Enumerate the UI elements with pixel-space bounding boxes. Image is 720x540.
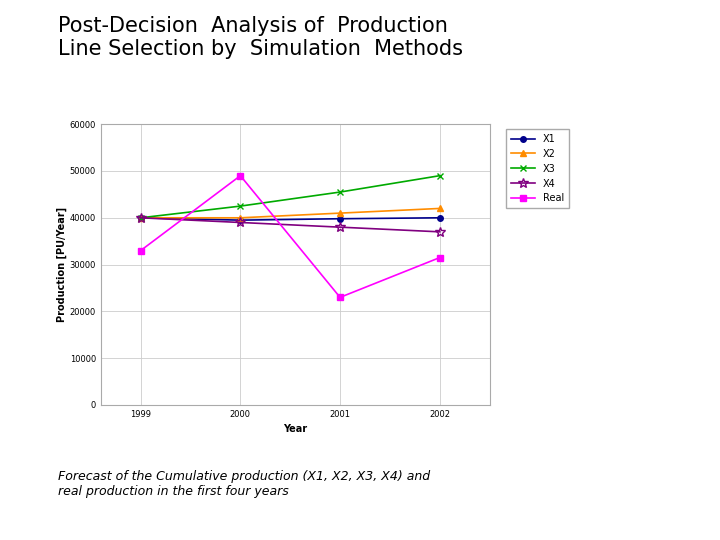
X1: [336, 215, 344, 222]
Line: Real: Real: [138, 172, 444, 301]
X2: [236, 214, 245, 221]
X4: [336, 224, 344, 231]
X2: [436, 205, 444, 212]
Real: [136, 247, 145, 254]
Real: [236, 172, 245, 179]
Legend: X1, X2, X3, X4, Real: X1, X2, X3, X4, Real: [506, 129, 570, 208]
X1: [236, 217, 245, 224]
X3: [336, 189, 344, 195]
X4: [436, 228, 444, 235]
X2: [336, 210, 344, 217]
X1: [136, 214, 145, 221]
X-axis label: Year: Year: [283, 424, 307, 434]
Line: X3: X3: [138, 172, 444, 221]
Line: X4: X4: [136, 213, 445, 237]
Real: [436, 254, 444, 261]
X3: [136, 214, 145, 221]
X2: [136, 214, 145, 221]
Real: [336, 294, 344, 301]
X4: [136, 214, 145, 221]
X3: [436, 172, 444, 179]
X1: [436, 214, 444, 221]
Text: Post-Decision  Analysis of  Production
Line Selection by  Simulation  Methods: Post-Decision Analysis of Production Lin…: [58, 16, 463, 59]
Text: Forecast of the Cumulative production (X1, X2, X3, X4) and
real production in th: Forecast of the Cumulative production (X…: [58, 470, 430, 498]
Y-axis label: Production [PU/Year]: Production [PU/Year]: [57, 207, 67, 322]
Line: X1: X1: [138, 215, 443, 223]
X4: [236, 219, 245, 226]
X3: [236, 203, 245, 210]
Line: X2: X2: [138, 206, 443, 220]
